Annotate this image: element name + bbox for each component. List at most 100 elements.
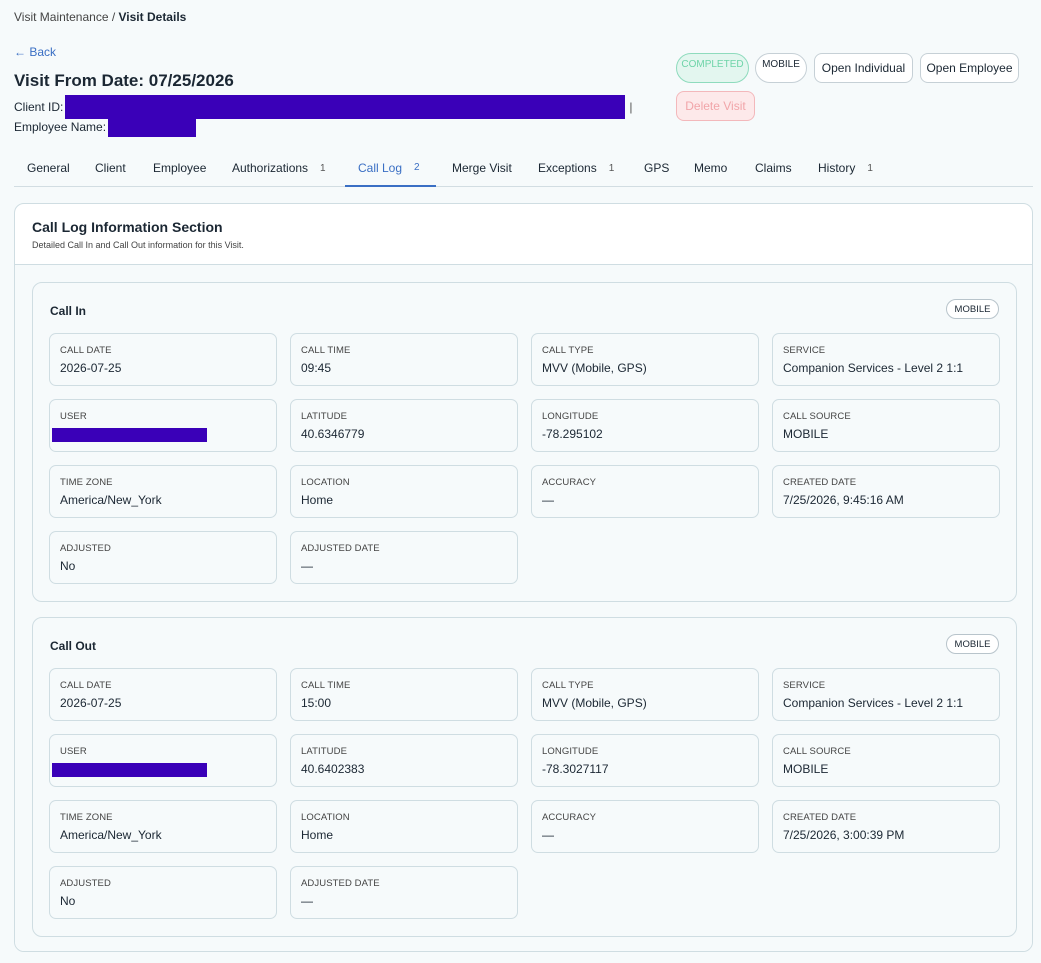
tab-client[interactable]: Client — [95, 150, 126, 186]
field-label: CALL TIME — [301, 680, 351, 691]
call-out-accuracy: ACCURACY — — [531, 800, 759, 853]
call-out-source-badge: MOBILE — [946, 634, 999, 654]
field-label: TIME ZONE — [60, 477, 113, 488]
tab-count: 1 — [320, 162, 326, 174]
call-in-call-time: CALL TIME 09:45 — [290, 333, 518, 386]
employee-name-redacted — [108, 117, 197, 137]
tab-claims[interactable]: Claims — [755, 150, 792, 186]
field-value: America/New_York — [60, 493, 162, 507]
field-label: USER — [60, 411, 87, 422]
call-in-call-source: CALL SOURCE MOBILE — [772, 399, 1000, 452]
user-redacted — [52, 763, 207, 777]
field-value: -78.3027117 — [542, 762, 609, 776]
call-out-user: USER — [49, 734, 277, 787]
call-in-latitude: LATITUDE 40.6346779 — [290, 399, 518, 452]
tab-general[interactable]: General — [27, 150, 70, 186]
breadcrumb: Visit Maintenance / Visit Details — [14, 10, 186, 24]
call-out-created-date: CREATED DATE 7/25/2026, 3:00:39 PM — [772, 800, 1000, 853]
section-title: Call Log Information Section — [32, 219, 223, 235]
tab-bar: General Client Employee Authorizations 1 … — [14, 150, 1033, 187]
section-subtitle: Detailed Call In and Call Out informatio… — [32, 240, 244, 250]
employee-name-label: Employee Name: — [14, 120, 107, 134]
field-label: TIME ZONE — [60, 812, 113, 823]
tab-label: Merge Visit — [452, 161, 512, 175]
field-value: — — [301, 559, 313, 573]
field-label: LONGITUDE — [542, 411, 599, 422]
call-out-adjusted: ADJUSTED No — [49, 866, 277, 919]
tab-merge-visit[interactable]: Merge Visit — [452, 150, 512, 186]
breadcrumb-separator: / — [108, 10, 119, 24]
field-label: CALL SOURCE — [783, 746, 851, 757]
field-label: CALL SOURCE — [783, 411, 851, 422]
call-out-call-type: CALL TYPE MVV (Mobile, GPS) — [531, 668, 759, 721]
delete-visit-button[interactable]: Delete Visit — [676, 91, 755, 121]
field-value: Companion Services - Level 2 1:1 — [783, 696, 964, 710]
tab-label: Claims — [755, 161, 792, 175]
breadcrumb-parent[interactable]: Visit Maintenance — [14, 10, 109, 24]
field-value: MVV (Mobile, GPS) — [542, 696, 647, 710]
field-label: CALL DATE — [60, 680, 112, 691]
section-header: Call Log Information Section Detailed Ca… — [15, 204, 1032, 265]
call-log-section: Call Log Information Section Detailed Ca… — [14, 203, 1033, 952]
call-in-user: USER — [49, 399, 277, 452]
field-value: 7/25/2026, 9:45:16 AM — [783, 493, 904, 507]
field-value: — — [542, 828, 554, 842]
call-in-service: SERVICE Companion Services - Level 2 1:1 — [772, 333, 1000, 386]
back-link[interactable]: ← Back — [14, 45, 57, 59]
client-id-pipe: | — [629, 100, 633, 114]
field-value: No — [60, 894, 76, 908]
call-in-location: LOCATION Home — [290, 465, 518, 518]
tab-label: GPS — [644, 161, 670, 175]
call-out-call-source: CALL SOURCE MOBILE — [772, 734, 1000, 787]
field-label: CREATED DATE — [783, 812, 857, 823]
source-badge: MOBILE — [755, 53, 807, 83]
field-value: 09:45 — [301, 361, 332, 375]
field-label: ACCURACY — [542, 812, 597, 823]
tab-gps[interactable]: GPS — [644, 150, 669, 186]
section-body: Call In MOBILE CALL DATE 2026-07-25 CALL … — [15, 265, 1032, 951]
field-label: LOCATION — [301, 812, 350, 823]
field-value: Home — [301, 493, 334, 507]
field-value: America/New_York — [60, 828, 162, 842]
tab-authorizations[interactable]: Authorizations 1 — [232, 150, 326, 186]
call-in-title: Call In — [50, 304, 87, 318]
open-employee-button[interactable]: Open Employee — [920, 53, 1019, 83]
field-label: LATITUDE — [301, 746, 348, 757]
client-id-row: Client ID: | — [14, 95, 632, 119]
field-label: ADJUSTED — [60, 878, 111, 889]
tab-label: Memo — [694, 161, 728, 175]
call-in-longitude: LONGITUDE -78.295102 — [531, 399, 759, 452]
field-label: CREATED DATE — [783, 477, 857, 488]
tab-label: Authorizations — [232, 161, 309, 175]
field-label: CALL TIME — [301, 345, 351, 356]
field-label: USER — [60, 746, 87, 757]
tab-label: History — [818, 161, 856, 175]
tab-memo[interactable]: Memo — [694, 150, 727, 186]
tab-label: Call Log — [358, 160, 403, 175]
call-in-adjusted: ADJUSTED No — [49, 531, 277, 584]
user-redacted — [52, 428, 207, 442]
breadcrumb-current: Visit Details — [118, 10, 187, 24]
call-in-card: Call In MOBILE CALL DATE 2026-07-25 CALL … — [32, 282, 1017, 602]
field-value: 40.6346779 — [301, 427, 365, 441]
field-label: ADJUSTED DATE — [301, 543, 380, 554]
field-value: MOBILE — [783, 427, 829, 441]
field-label: CALL DATE — [60, 345, 112, 356]
field-label: LOCATION — [301, 477, 350, 488]
tab-history[interactable]: History 1 — [818, 150, 873, 186]
tab-call-log[interactable]: Call Log 2 — [345, 150, 436, 187]
tab-label: Exceptions — [538, 161, 597, 175]
field-value: MVV (Mobile, GPS) — [542, 361, 647, 375]
call-in-call-date: CALL DATE 2026-07-25 — [49, 333, 277, 386]
call-out-card: Call Out MOBILE CALL DATE 2026-07-25 CALL… — [32, 617, 1017, 937]
field-label: ACCURACY — [542, 477, 597, 488]
field-label: CALL TYPE — [542, 680, 594, 691]
employee-name-row: Employee Name: — [14, 117, 197, 137]
tab-count: 1 — [608, 162, 615, 174]
tab-exceptions[interactable]: Exceptions 1 — [538, 150, 614, 186]
open-individual-button[interactable]: Open Individual — [814, 53, 913, 83]
field-label: LONGITUDE — [542, 746, 599, 757]
tab-label: Client — [95, 161, 126, 175]
tab-employee[interactable]: Employee — [153, 150, 206, 186]
tab-count: 2 — [414, 162, 420, 173]
